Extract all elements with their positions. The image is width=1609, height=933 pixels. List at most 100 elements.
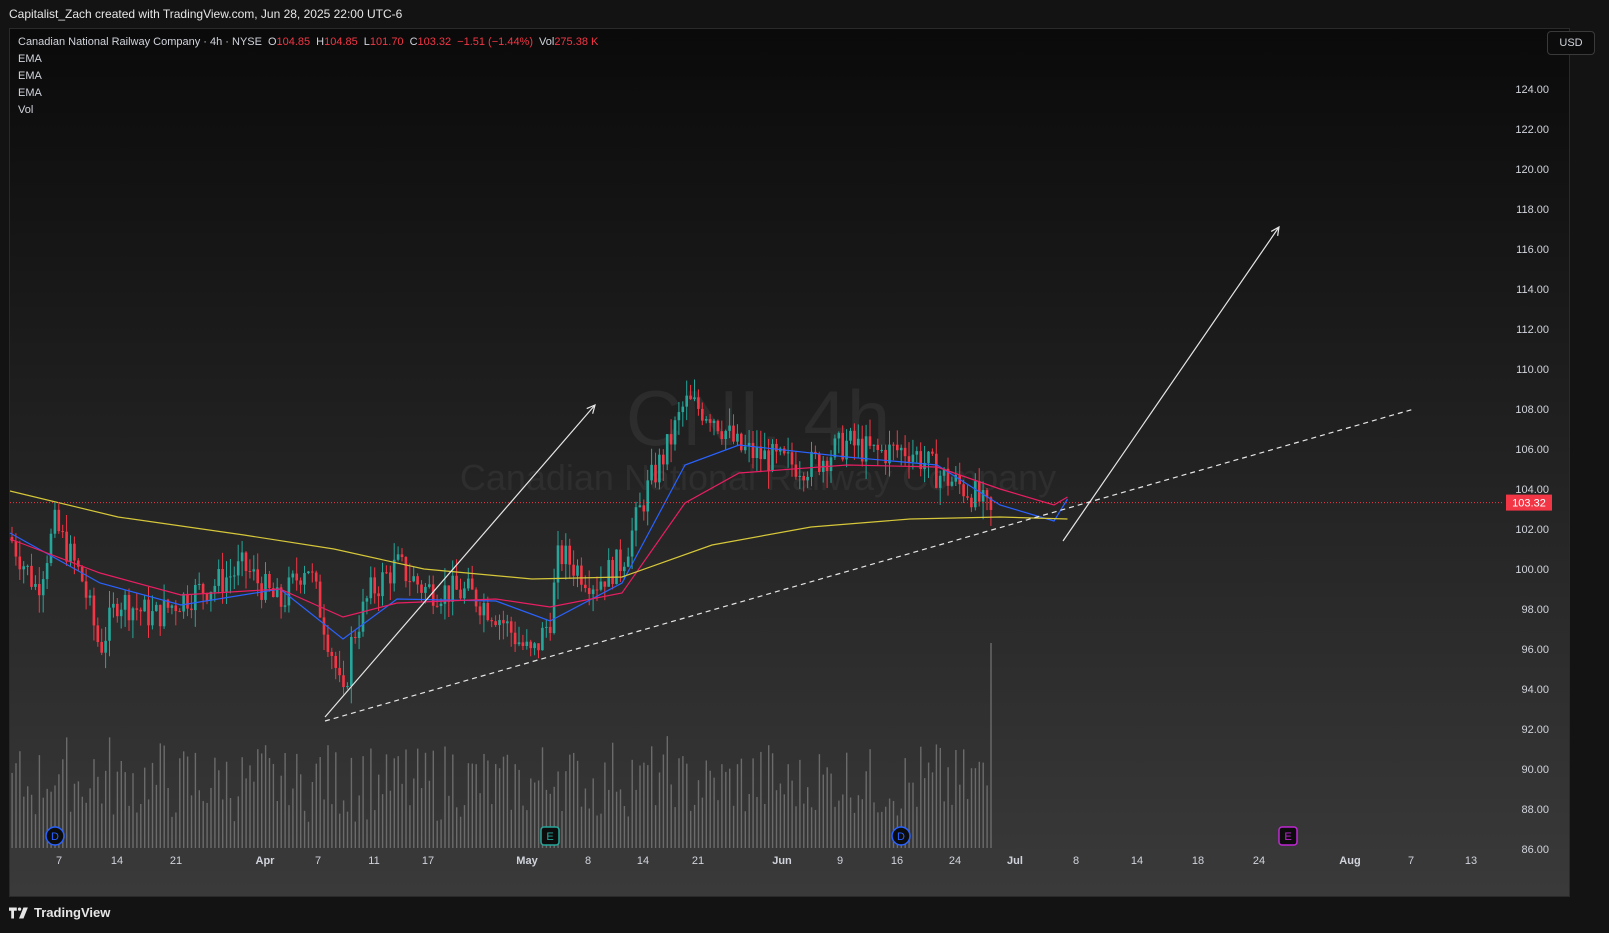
volume-bar xyxy=(908,782,910,848)
volume-bar xyxy=(397,756,399,848)
volume-bar xyxy=(69,811,72,848)
candle-body xyxy=(213,585,217,592)
candle-body xyxy=(201,583,205,594)
volume-bar xyxy=(459,816,462,848)
volume-bar xyxy=(15,763,17,848)
volume-bar xyxy=(42,797,44,848)
volume-bar xyxy=(951,804,953,848)
volume-bar xyxy=(670,784,672,848)
candle-body xyxy=(857,438,860,446)
candle-body xyxy=(751,442,755,459)
volume-bar xyxy=(97,776,99,848)
candle-body xyxy=(896,444,899,451)
candle-body xyxy=(217,568,220,586)
candle-body xyxy=(338,667,341,676)
volume-bar xyxy=(303,810,306,848)
volume-bar xyxy=(456,807,458,848)
candle-body xyxy=(311,571,314,573)
volume-bar xyxy=(155,784,158,848)
candle-body xyxy=(841,432,844,460)
legend-indicator-ema[interactable]: EMA xyxy=(18,70,42,82)
legend-indicator-ema[interactable]: EMA xyxy=(18,87,42,99)
volume-bar xyxy=(393,758,395,848)
legend-indicator-vol[interactable]: Vol xyxy=(18,104,34,116)
candle-body xyxy=(404,557,408,582)
volume-bar xyxy=(748,793,750,848)
volume-bar xyxy=(331,804,333,848)
candle-body xyxy=(903,447,907,457)
candle-body xyxy=(119,609,123,617)
volume-bar xyxy=(982,762,984,848)
volume-bar xyxy=(50,791,52,848)
volume-bar xyxy=(986,785,988,848)
candle-body xyxy=(849,430,852,441)
event-marker-label: E xyxy=(1284,831,1291,843)
volume-bar xyxy=(834,806,836,848)
volume-bar xyxy=(569,754,571,848)
volume-bar xyxy=(498,768,501,848)
candle-body xyxy=(439,603,443,607)
volume-bar xyxy=(471,763,473,848)
candle-body xyxy=(240,552,244,562)
candle-body xyxy=(517,642,521,645)
volume-bar xyxy=(479,793,481,848)
trend-arrow xyxy=(324,404,596,718)
candle-body xyxy=(704,419,708,421)
y-axis: 124.00 122.00 120.00 118.00 116.00 114.00 112.… xyxy=(1515,84,1549,856)
candle-body xyxy=(884,449,887,464)
volume-bar xyxy=(869,749,871,848)
candle-body xyxy=(291,573,295,578)
candle-body xyxy=(981,490,985,502)
candle-body xyxy=(248,571,252,573)
volume-bar xyxy=(222,799,224,848)
volume-bar xyxy=(853,812,856,848)
legend-indicator-ema[interactable]: EMA xyxy=(18,53,42,65)
volume-bar xyxy=(190,795,193,848)
volume-bar xyxy=(206,802,208,848)
candle-body xyxy=(112,603,115,608)
candle-body xyxy=(685,395,688,407)
candle-body xyxy=(486,602,490,621)
volume-bar xyxy=(307,821,310,848)
volume-bar xyxy=(826,767,828,848)
candle-body xyxy=(595,589,599,591)
volume-bar xyxy=(768,745,770,848)
volume-bar xyxy=(592,778,594,848)
y-tick-label: 116.00 xyxy=(1516,244,1549,256)
candle-body xyxy=(299,580,302,585)
x-tick-label: 16 xyxy=(891,855,903,867)
tradingview-brand[interactable]: TradingView xyxy=(9,905,110,920)
earnings-marker xyxy=(1278,826,1298,846)
volume-bar xyxy=(417,748,419,848)
chart-credit: Capitalist_Zach created with TradingView… xyxy=(9,7,403,21)
candle-body xyxy=(244,552,248,572)
candle-body xyxy=(275,587,279,598)
volume-bar xyxy=(783,794,785,848)
candle-body xyxy=(880,449,883,451)
currency-button[interactable]: USD xyxy=(1547,31,1595,55)
candle-body xyxy=(53,509,57,534)
candle-body xyxy=(256,569,259,584)
candle-body xyxy=(252,569,256,572)
y-tick-label: 112.00 xyxy=(1516,324,1549,336)
volume-bar xyxy=(366,819,368,848)
candle-body xyxy=(57,509,61,532)
candle-body xyxy=(92,595,96,626)
volume-bar xyxy=(315,763,317,848)
x-tick-label: Jul xyxy=(1007,855,1023,867)
candle-body xyxy=(814,451,817,454)
candle-body xyxy=(576,565,579,576)
candle-body xyxy=(790,452,794,465)
volume-bar xyxy=(943,801,945,848)
candle-body xyxy=(424,586,427,593)
candle-body xyxy=(584,584,587,589)
volume-bar xyxy=(358,795,360,848)
candle-body xyxy=(630,530,634,557)
candle-body xyxy=(743,446,747,451)
candle-body xyxy=(10,537,14,542)
candle-body xyxy=(677,412,681,421)
candle-body xyxy=(697,397,700,409)
volume-bar xyxy=(666,736,668,848)
volume-bar xyxy=(966,799,969,848)
